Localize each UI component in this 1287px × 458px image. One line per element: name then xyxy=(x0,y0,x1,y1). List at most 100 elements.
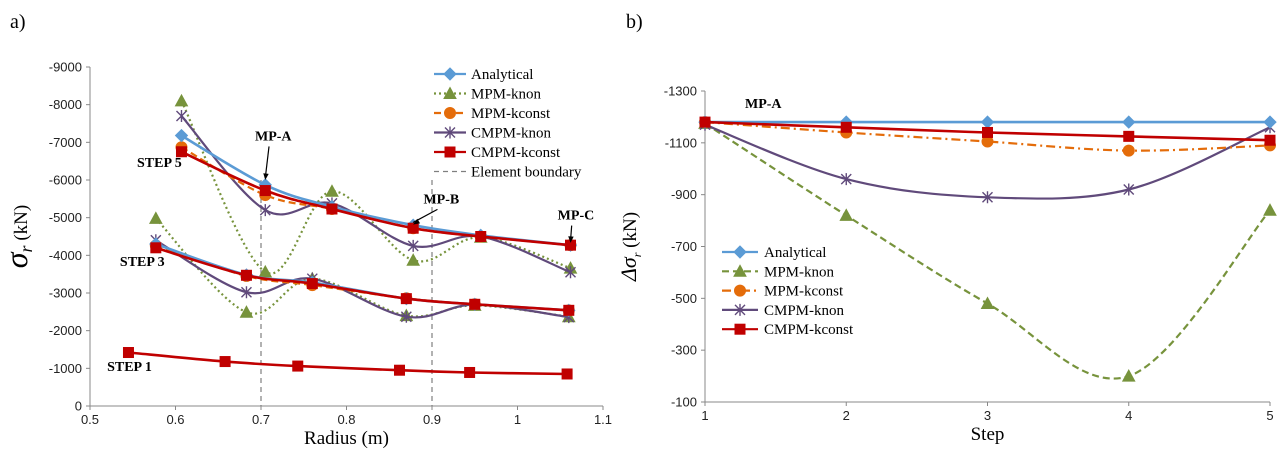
legend-marker-analytical xyxy=(443,67,457,81)
panel-label: b) xyxy=(626,11,643,33)
data-point xyxy=(1264,134,1276,146)
data-point xyxy=(407,239,419,252)
x-tick-label: 0.9 xyxy=(423,412,441,427)
annotation-arrowhead xyxy=(568,236,574,243)
legend-label-element-boundary: Element boundary xyxy=(471,165,582,181)
y-tick-label: -900 xyxy=(671,187,697,202)
data-point xyxy=(175,109,187,122)
series-line xyxy=(128,351,568,376)
series-cmpm-kconst xyxy=(699,116,1276,146)
chart-title: MP-A xyxy=(745,97,782,112)
y-tick-label: 0 xyxy=(75,399,82,414)
y-tick-label: -300 xyxy=(671,343,697,358)
y-tick-label: -4000 xyxy=(49,248,82,263)
data-point xyxy=(219,356,231,368)
x-tick-label: 4 xyxy=(1125,408,1132,423)
data-point xyxy=(1122,144,1135,157)
legend-label-cmpm-kconst: CMPM-kconst xyxy=(764,322,854,338)
legend: Analytical MPM-knon MPM-kconst CMPM-knon CMP… xyxy=(722,245,854,338)
data-point xyxy=(464,366,476,378)
data-point xyxy=(292,360,304,372)
x-tick-label: 1 xyxy=(701,408,708,423)
annotation-step-1: STEP 1 xyxy=(107,360,152,375)
data-point xyxy=(122,347,134,359)
data-point xyxy=(1263,115,1277,129)
y-axis-title: Δσr (kN) xyxy=(616,212,644,282)
data-point xyxy=(840,173,852,186)
legend-label-cmpm-knon: CMPM-knon xyxy=(764,303,845,319)
data-point xyxy=(258,264,273,278)
legend-marker-mpm-knon xyxy=(443,86,457,99)
annotation-arrowhead xyxy=(263,173,269,180)
x-tick-label: 2 xyxy=(843,408,850,423)
y-axis-title: σr (kN) xyxy=(0,205,36,268)
series-line xyxy=(180,150,571,247)
legend-label-mpm-kconst: MPM-kconst xyxy=(471,106,551,122)
chart-b: b) 1 2 3 4 5 -100 -300 -500 -700 -900 -1100 -1300 Ste… xyxy=(616,11,1277,445)
data-point xyxy=(839,208,854,221)
x-tick-label: 5 xyxy=(1266,408,1273,423)
data-point xyxy=(982,191,993,204)
legend: Analytical MPM-knon MPM-kconst CMPM-knon CMP… xyxy=(434,67,582,181)
y-tick-label: -8000 xyxy=(49,97,82,112)
legend-label-mpm-knon: MPM-knon xyxy=(471,87,542,103)
y-tick-label: -1000 xyxy=(49,361,82,376)
annotation-arrow-line xyxy=(264,146,270,179)
data-point xyxy=(407,222,419,234)
x-tick-label: 0.6 xyxy=(166,412,184,427)
data-point xyxy=(174,128,189,143)
series-cmpm-kconst-step-3 xyxy=(150,242,575,316)
series-line xyxy=(704,122,1271,380)
legend-label-cmpm-knon: CMPM-knon xyxy=(471,126,552,142)
y-tick-label: -2000 xyxy=(49,323,82,338)
legend-marker-mpm-kconst xyxy=(444,107,456,119)
legend-marker-cmpm-knon xyxy=(734,303,746,316)
data-point xyxy=(840,121,852,133)
data-point xyxy=(406,253,421,266)
series-cmpm-kconst-step-1 xyxy=(122,347,573,380)
series-line xyxy=(180,146,571,247)
data-point xyxy=(174,93,189,107)
data-point xyxy=(394,364,406,376)
y-tick-label: -100 xyxy=(671,395,697,410)
legend-label-mpm-kconst: MPM-kconst xyxy=(764,284,844,300)
data-point xyxy=(326,203,338,215)
legend-label-analytical: Analytical xyxy=(764,245,826,261)
series-line xyxy=(155,246,569,312)
data-point xyxy=(469,298,481,310)
data-point xyxy=(1121,369,1136,382)
annotation-step-5: STEP 5 xyxy=(137,156,182,171)
data-point xyxy=(561,368,573,380)
data-point xyxy=(148,211,163,224)
data-point xyxy=(240,269,252,281)
y-tick-label: -3000 xyxy=(49,286,82,301)
data-point xyxy=(306,278,318,290)
y-tick-label: -7000 xyxy=(49,135,82,150)
data-point xyxy=(400,293,412,305)
x-tick-label: 1 xyxy=(514,412,521,427)
x-axis-title: Radius (m) xyxy=(304,428,389,449)
data-point xyxy=(699,116,711,128)
legend-label-mpm-knon: MPM-knon xyxy=(764,264,835,280)
data-point xyxy=(1123,183,1135,196)
x-tick-label: 0.7 xyxy=(252,412,270,427)
data-point xyxy=(259,204,271,217)
legend-marker-cmpm-kconst xyxy=(734,323,746,335)
y-tick-label: -6000 xyxy=(49,173,82,188)
data-point xyxy=(240,286,252,299)
y-tick-label: -700 xyxy=(671,239,697,254)
annotation-mp-c: MP-C xyxy=(558,209,595,224)
series-line xyxy=(155,244,569,312)
annotation-step-3: STEP 3 xyxy=(120,255,165,270)
data-point xyxy=(259,185,271,197)
data-point xyxy=(980,296,995,310)
legend-marker-mpm-kconst xyxy=(734,284,746,297)
data-point xyxy=(982,126,993,138)
series-mpm-knon xyxy=(698,116,1277,382)
x-axis-title: Step xyxy=(971,424,1005,445)
data-point xyxy=(325,184,339,197)
legend-label-cmpm-kconst: CMPM-kconst xyxy=(471,145,561,161)
x-tick-label: 0.8 xyxy=(337,412,355,427)
chart-a: a) 0.5 0.6 0.7 0.8 0.9 1 1.1 0 -1000 -2000 -3000 -40… xyxy=(0,11,612,449)
